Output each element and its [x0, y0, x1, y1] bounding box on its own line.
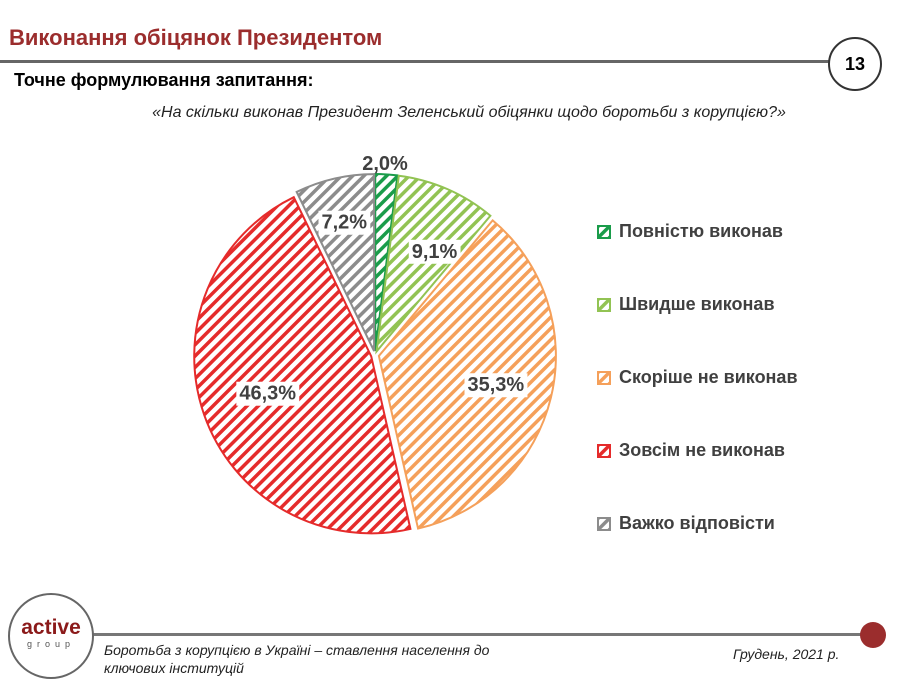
legend-label: Скоріше не виконав [619, 367, 798, 387]
page-title: Виконання обіцянок Президентом [9, 25, 383, 50]
legend: Повністю виконав Швидше виконав Скоріше не… [597, 195, 798, 560]
legend-item: Швидше виконав [597, 268, 798, 341]
legend-item: Повністю виконав [597, 195, 798, 268]
legend-item: Важко відповісти [597, 487, 798, 560]
legend-label: Важко відповісти [619, 513, 775, 533]
legend-swatch [597, 224, 611, 239]
pie-chart: 2,0% 9,1% 35,3% 46,3% 7,2% [193, 153, 557, 535]
footer-date: Грудень, 2021 р. [733, 646, 840, 662]
pie-slice [374, 173, 399, 352]
data-label: 7,2% [322, 212, 368, 234]
active-group-logo: active group [8, 593, 94, 679]
subtitle: Точне формулювання запитання: [14, 70, 314, 90]
data-label: 35,3% [468, 374, 525, 396]
data-label-bg [408, 239, 461, 264]
data-label-bg [318, 210, 371, 235]
legend-item: Скоріше не виконав [597, 341, 798, 414]
legend-label: Зовсім не виконав [619, 440, 785, 460]
data-label-bg [236, 381, 300, 406]
legend-swatch [597, 443, 611, 458]
legend-label: Повністю виконав [619, 221, 783, 241]
legend-item: Зовсім не виконав [597, 414, 798, 487]
footer-dot [860, 622, 886, 648]
footer-text: Боротьба з корупцією в Україні – ставлен… [104, 642, 490, 676]
legend-swatch [597, 370, 611, 385]
pie-slice [193, 195, 412, 535]
question-text: «На скільки виконав Президент Зеленський… [152, 104, 786, 121]
data-label-bg [464, 373, 528, 398]
legend-label: Швидше виконав [619, 294, 775, 314]
page-number: 13 [828, 37, 882, 91]
data-label: 9,1% [412, 241, 458, 263]
data-label: 46,3% [239, 383, 296, 405]
header-divider [0, 60, 840, 63]
legend-swatch [597, 516, 611, 531]
data-label: 2,0% [362, 153, 408, 175]
legend-swatch [597, 297, 611, 312]
footer-divider [90, 633, 880, 636]
